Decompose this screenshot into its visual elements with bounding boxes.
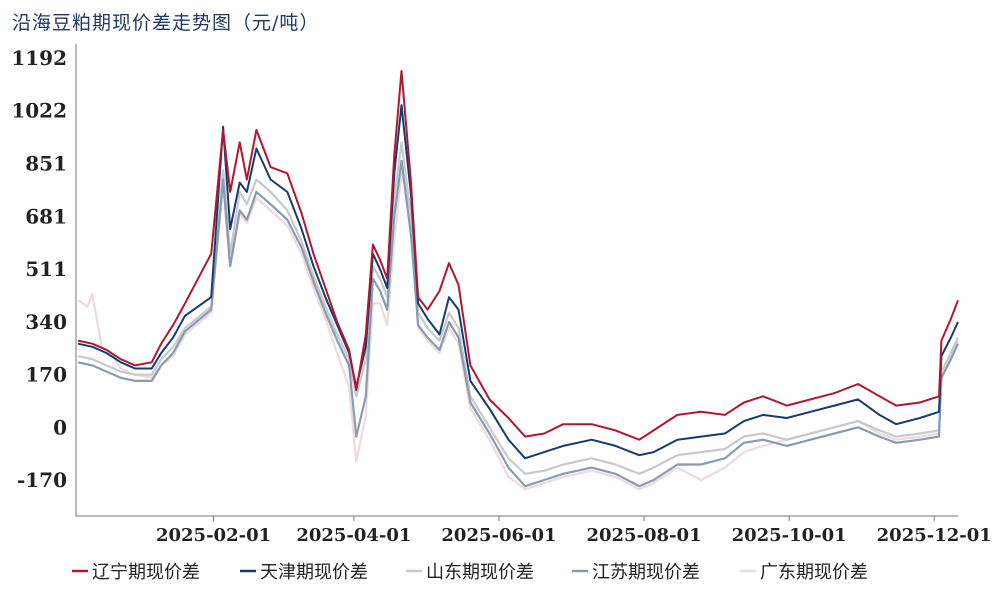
series-line-1 [77,70,959,441]
legend-label: 广东期现价差 [760,562,868,583]
x-tick-label: 2025-04-01 [296,525,411,546]
x-tick-label: 2025-02-01 [156,525,271,546]
series-line-4 [77,159,960,488]
series-line-3 [77,141,960,475]
legend-label: 辽宁期现价差 [92,562,200,583]
y-tick-label: 0 [53,415,67,439]
y-tick-label: -170 [17,468,67,492]
x-tick-label: 2025-10-01 [732,525,847,546]
legend-label: 江苏期现价差 [592,562,700,583]
y-tick-label: 1022 [11,99,67,123]
legend-label: 天津期现价差 [260,562,368,583]
y-tick-label: 170 [25,363,67,387]
x-tick-label: 2025-08-01 [586,525,701,546]
y-axis-tick-labels: 1192 1022 851 681 511 340 170 0 -170 [11,46,67,492]
series-lines [77,70,960,491]
y-tick-label: 340 [25,310,67,334]
y-tick-label: 511 [25,257,67,281]
legend: 辽宁期现价差 天津期现价差 山东期现价差 江苏期现价差 广东期现价差 [72,562,868,583]
series-line-5 [77,172,960,491]
y-tick-label: 1192 [11,46,67,70]
x-axis-tick-labels: 2025-02-01 2025-04-01 2025-06-01 2025-08-01… [156,516,992,546]
x-tick-label: 2025-06-01 [441,525,556,546]
legend-label: 山东期现价差 [426,562,534,583]
chart-title: 沿海豆粕期现价差走势图（元/吨） [12,12,320,34]
y-tick-label: 851 [25,152,67,176]
y-tick-label: 681 [25,204,67,228]
x-tick-label: 2025-12-01 [877,525,992,546]
series-line-2 [77,104,959,460]
